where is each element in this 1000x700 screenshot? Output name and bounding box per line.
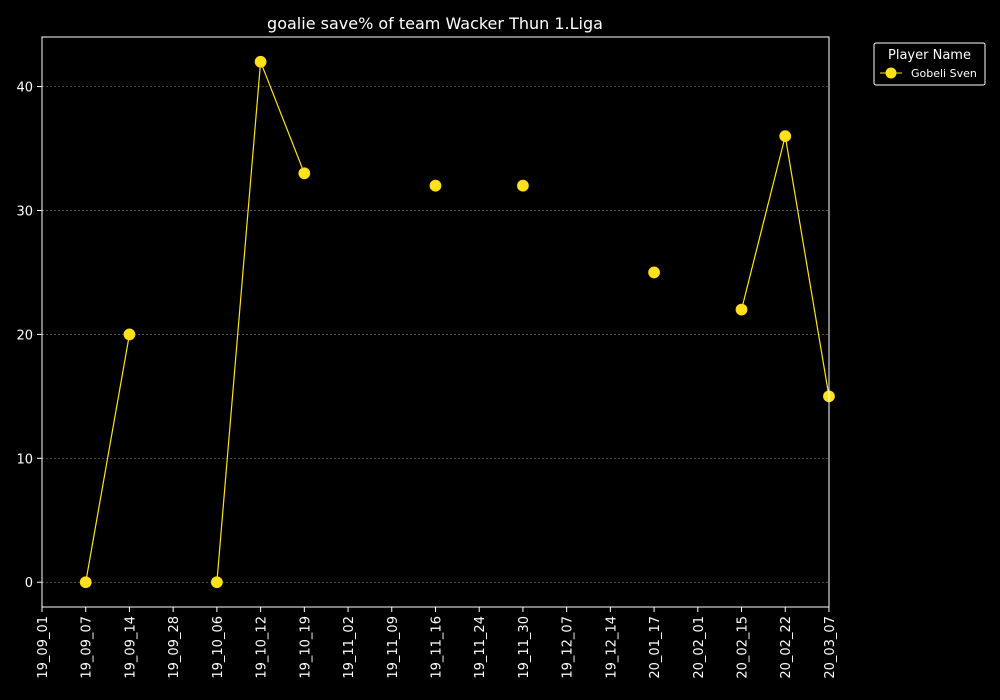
legend-marker-swatch — [885, 67, 897, 79]
x-tick-label-20_02_22: 20_02_22 — [779, 616, 794, 679]
data-point-20_02_15 — [735, 303, 748, 316]
x-tick-label-19_09_01: 19_09_01 — [36, 616, 51, 679]
chart-title: goalie save% of team Wacker Thun 1.Liga — [267, 14, 603, 33]
legend: Player Name Gobeli Sven — [873, 42, 986, 86]
x-tick-label-19_09_28: 19_09_28 — [167, 616, 182, 679]
data-point-19_10_12 — [254, 55, 267, 68]
x-axis: 19_09_01 19_09_07 19_09_14 19_09_28 19_10_06… — [36, 607, 838, 679]
series-line-segment — [784, 136, 830, 397]
data-point-19_09_07 — [79, 576, 92, 589]
x-tick-label-20_02_15: 20_02_15 — [736, 616, 751, 679]
legend-box — [873, 42, 986, 86]
x-tick-label-19_11_09: 19_11_09 — [386, 616, 401, 679]
y-tick-label-40: 40 — [16, 81, 33, 96]
legend-title: Player Name — [888, 48, 971, 63]
y-axis: 0 10 20 30 40 — [16, 81, 42, 591]
x-tick-label-19_10_06: 19_10_06 — [211, 616, 226, 679]
y-tick-label-0: 0 — [25, 576, 33, 591]
x-tick-label-20_03_07: 20_03_07 — [823, 616, 838, 679]
legend-entry-label: Gobeli Sven — [911, 67, 977, 80]
x-tick-label-19_10_19: 19_10_19 — [298, 616, 313, 679]
x-tick-label-19_10_12: 19_10_12 — [255, 616, 270, 679]
grid-lines — [42, 86, 829, 583]
x-tick-label-19_09_14: 19_09_14 — [123, 616, 138, 679]
data-point-19_11_16 — [429, 179, 442, 192]
data-point-19_10_19 — [298, 167, 311, 180]
x-tick-label-19_12_14: 19_12_14 — [604, 616, 619, 679]
series-line-segment — [216, 61, 262, 583]
x-tick-label-19_11_30: 19_11_30 — [517, 616, 532, 679]
x-tick-label-19_12_07: 19_12_07 — [561, 616, 576, 679]
data-point-19_10_06 — [210, 576, 223, 589]
x-tick-label-19_11_02: 19_11_02 — [342, 616, 357, 679]
data-point-19_09_14 — [123, 328, 136, 341]
x-tick-label-19_11_24: 19_11_24 — [473, 616, 488, 679]
data-point-20_01_17 — [648, 266, 660, 279]
y-tick-label-10: 10 — [16, 452, 33, 467]
data-point-20_02_22 — [779, 130, 792, 143]
x-tick-label-20_02_01: 20_02_01 — [692, 616, 707, 679]
plot-area — [41, 36, 830, 608]
x-tick-label-19_09_07: 19_09_07 — [80, 616, 95, 679]
series-points — [79, 55, 835, 589]
series-line-segment — [85, 334, 131, 583]
series-line-segment — [260, 61, 305, 174]
x-tick-label-20_01_17: 20_01_17 — [648, 616, 663, 679]
data-point-19_11_30 — [517, 179, 529, 192]
y-tick-label-20: 20 — [16, 328, 33, 343]
series-lines — [85, 61, 830, 583]
series-line-segment — [740, 135, 786, 310]
x-tick-label-19_11_16: 19_11_16 — [429, 616, 444, 679]
y-tick-label-30: 30 — [16, 204, 33, 219]
